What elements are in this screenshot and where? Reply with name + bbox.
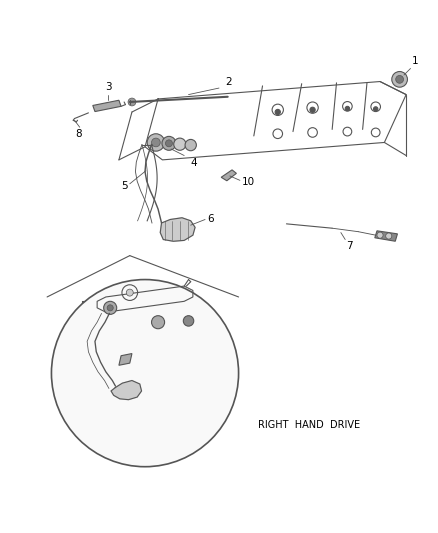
Circle shape — [386, 233, 392, 239]
Circle shape — [162, 136, 176, 150]
Circle shape — [166, 140, 173, 147]
Polygon shape — [160, 218, 195, 241]
Polygon shape — [375, 231, 397, 241]
Circle shape — [184, 316, 194, 326]
Circle shape — [152, 316, 165, 329]
Text: 8: 8 — [75, 130, 82, 140]
Text: 5: 5 — [121, 181, 127, 191]
Polygon shape — [111, 381, 141, 400]
Polygon shape — [221, 170, 237, 181]
Circle shape — [396, 76, 403, 83]
Text: RIGHT  HAND  DRIVE: RIGHT HAND DRIVE — [258, 421, 360, 430]
Circle shape — [185, 140, 196, 151]
Circle shape — [374, 107, 378, 111]
Text: 13: 13 — [72, 347, 85, 357]
Text: 1: 1 — [412, 56, 418, 66]
Text: 2: 2 — [226, 77, 232, 87]
Circle shape — [377, 232, 383, 238]
Circle shape — [128, 98, 136, 106]
Circle shape — [345, 107, 350, 111]
Circle shape — [174, 138, 186, 150]
Polygon shape — [93, 100, 121, 111]
Circle shape — [147, 134, 165, 151]
Circle shape — [152, 138, 160, 147]
Text: 4: 4 — [191, 158, 198, 168]
Circle shape — [310, 107, 315, 112]
Circle shape — [275, 109, 280, 115]
Text: 7: 7 — [346, 241, 353, 251]
Circle shape — [107, 305, 113, 311]
Text: 6: 6 — [160, 404, 167, 414]
Text: 6: 6 — [207, 214, 214, 224]
Polygon shape — [119, 353, 132, 365]
Text: 10: 10 — [242, 176, 255, 187]
Circle shape — [126, 289, 133, 296]
Text: 12: 12 — [208, 334, 221, 344]
Circle shape — [104, 301, 117, 314]
Circle shape — [392, 71, 407, 87]
Text: 3: 3 — [105, 83, 111, 92]
Circle shape — [51, 279, 239, 467]
